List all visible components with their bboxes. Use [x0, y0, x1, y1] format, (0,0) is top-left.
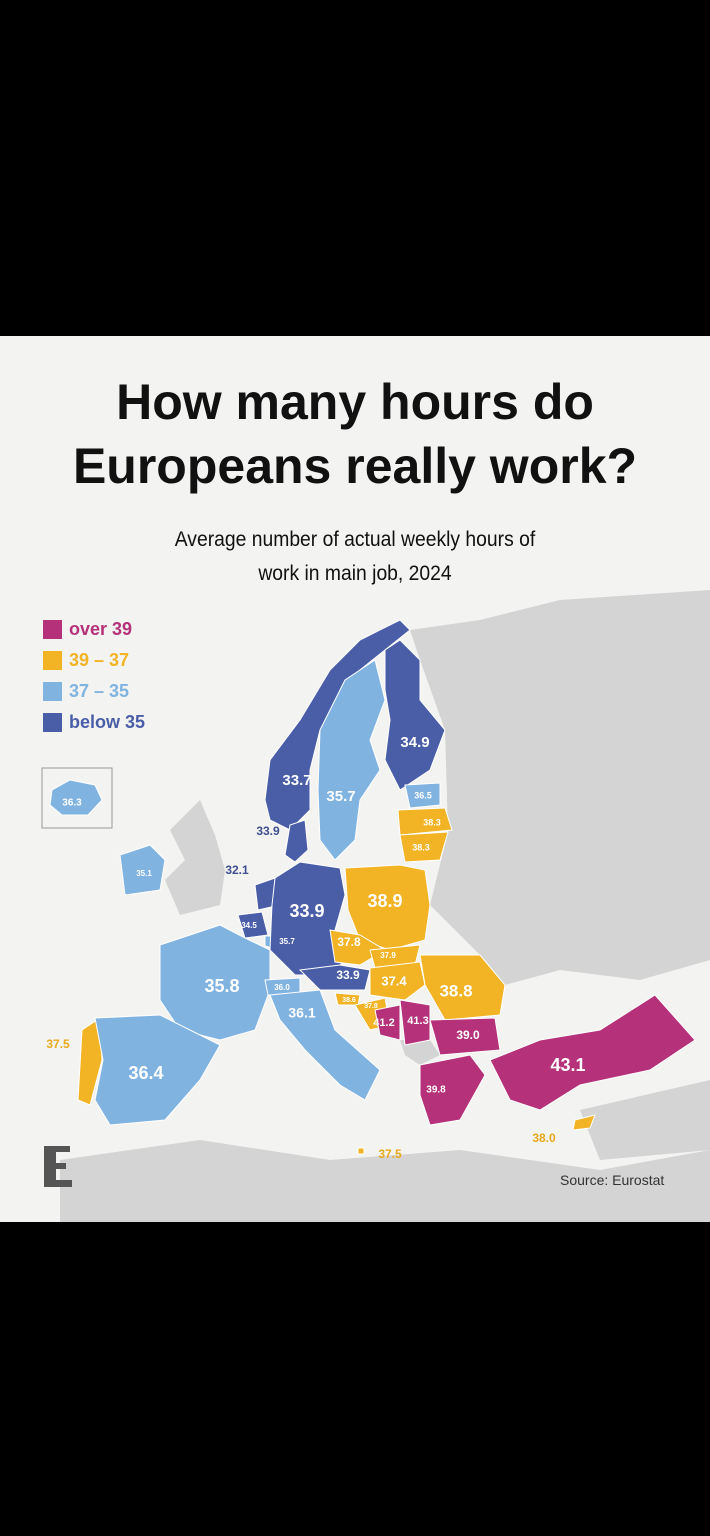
- regions: 36.3 33.7 35.7 34.9 36.5 38.3 38.3 33.9 35.1 32.1…: [46, 619, 696, 1161]
- value-label: 37.8: [364, 1003, 378, 1010]
- region: [237, 911, 269, 939]
- value-label: 33.9: [289, 901, 324, 921]
- value-label: 37.4: [381, 973, 407, 988]
- region: [572, 1114, 596, 1131]
- russia-ukraine: [410, 590, 710, 985]
- region: [159, 924, 271, 1041]
- value-label: 35.7: [326, 788, 355, 805]
- value-label: 37.9: [380, 951, 396, 960]
- region: [404, 782, 441, 809]
- value-label: 41.3: [407, 1015, 428, 1027]
- value-label: 38.3: [412, 842, 430, 852]
- value-label: 37.5: [378, 1147, 402, 1161]
- value-label: 33.7: [282, 772, 311, 789]
- value-label: 36.1: [288, 1005, 315, 1021]
- subtitle: Average number of actual weekly hours of…: [174, 528, 536, 585]
- legend-swatch: [43, 713, 62, 732]
- legend-swatch: [43, 651, 62, 670]
- region: [369, 961, 426, 1001]
- value-label: 39.8: [426, 1085, 446, 1096]
- region: [317, 659, 386, 861]
- value-label: 38.6: [342, 997, 356, 1004]
- region: [119, 844, 166, 896]
- value-label: 39.0: [456, 1028, 480, 1042]
- legend-swatch: [43, 682, 62, 701]
- source: Source: Eurostat: [560, 1172, 665, 1188]
- region: [429, 1017, 501, 1056]
- value-label: 35.1: [136, 869, 152, 878]
- region: [298, 964, 371, 991]
- region: [49, 779, 103, 816]
- value-label: 36.0: [274, 983, 290, 992]
- region: [344, 864, 431, 951]
- region: [419, 1054, 486, 1126]
- legend-swatch: [43, 620, 62, 639]
- value-label: 33.9: [336, 968, 360, 982]
- value-label: 43.1: [550, 1055, 585, 1075]
- value-label: 33.9: [256, 824, 280, 838]
- value-label: 35.7: [279, 937, 295, 946]
- value-label: 38.9: [367, 891, 402, 911]
- value-label: 36.5: [414, 790, 432, 800]
- title: How many hours do Europeans really work?: [72, 374, 638, 494]
- region: [399, 831, 449, 863]
- region: [419, 954, 506, 1021]
- great-britain: [165, 800, 225, 915]
- value-label: 36.4: [128, 1063, 163, 1083]
- region: [489, 994, 696, 1111]
- region: [397, 807, 453, 836]
- region: [264, 619, 411, 831]
- region: [94, 1014, 221, 1126]
- value-label: 38.3: [423, 817, 441, 827]
- value-label: 37.8: [337, 935, 361, 949]
- region: [284, 819, 309, 863]
- value-label: 32.1: [225, 863, 249, 877]
- value-label: 34.5: [241, 921, 257, 930]
- west-balkans: [400, 1040, 440, 1065]
- region: [384, 639, 446, 791]
- legend-label: 37 – 35: [69, 681, 129, 701]
- legend: over 39 39 – 37 37 – 35 below 35: [43, 619, 145, 732]
- middle-east: [580, 1080, 710, 1160]
- africa: [60, 1140, 710, 1222]
- region: [269, 989, 381, 1101]
- region: [374, 1004, 401, 1041]
- value-label: 38.8: [439, 981, 472, 1000]
- value-label: 36.3: [62, 798, 82, 809]
- value-label: 41.2: [373, 1017, 394, 1029]
- region: [357, 1147, 365, 1155]
- legend-label: over 39: [69, 619, 132, 639]
- value-label: 34.9: [400, 734, 429, 751]
- legend-label: 39 – 37: [69, 650, 129, 670]
- legend-label: below 35: [69, 712, 145, 732]
- region: [399, 999, 431, 1046]
- iceland-inset: [41, 767, 113, 829]
- value-label: 37.5: [46, 1037, 70, 1051]
- value-label: 38.0: [532, 1131, 556, 1145]
- non-eu-land: [60, 590, 710, 1222]
- logo: [44, 1146, 72, 1187]
- value-label: 35.8: [204, 976, 239, 996]
